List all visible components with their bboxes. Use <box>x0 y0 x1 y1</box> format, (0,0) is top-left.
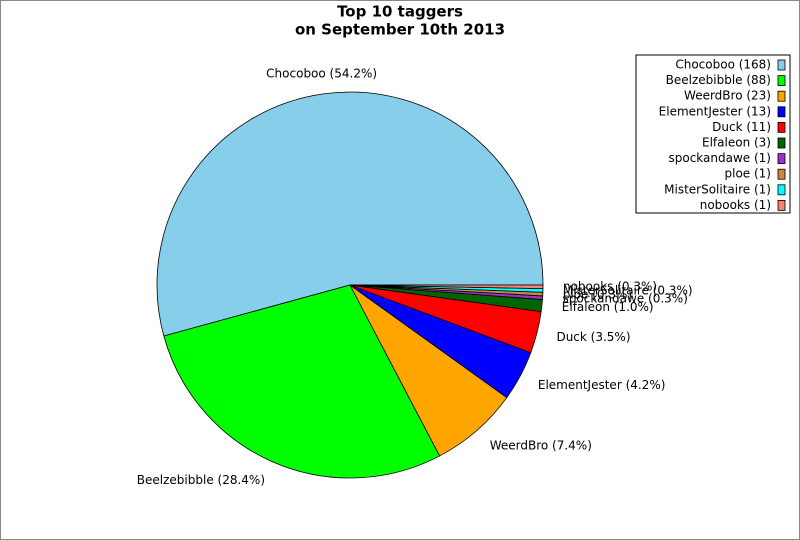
legend-label: Chocoboo (168) <box>675 58 771 72</box>
legend-swatch <box>777 122 786 133</box>
legend-swatch <box>777 90 786 102</box>
slice-label: ploe (0.3%) <box>563 288 632 302</box>
legend-label: Duck (11) <box>712 120 771 134</box>
legend-box <box>635 54 791 214</box>
legend-label: WeerdBro (23) <box>684 89 771 103</box>
pie-slice <box>349 284 544 290</box>
legend-label: spockandawe (1) <box>669 151 772 165</box>
legend-label: MisterSolitaire (1) <box>664 182 771 196</box>
legend-label: ElementJester (13) <box>659 104 771 118</box>
pie-slice <box>156 91 544 337</box>
legend-swatch <box>777 137 786 149</box>
legend-swatch <box>777 184 786 196</box>
legend-label: ploe (1) <box>725 167 772 181</box>
chart-subtitle: on September 10th 2013 <box>295 21 505 39</box>
legend-swatch <box>777 168 786 180</box>
slice-label: Beelzebibble (28.4%) <box>137 473 265 487</box>
legend-label: Elfaleon (3) <box>702 136 771 150</box>
legend-swatch <box>777 199 786 211</box>
slice-label: Elfaleon (1.0%) <box>562 300 654 314</box>
slice-label: MisterSolitaire (0.3%) <box>563 284 693 298</box>
legend-label: nobooks (1) <box>700 198 771 212</box>
chart-title: Top 10 taggers <box>337 3 463 21</box>
legend-swatch <box>777 106 786 118</box>
slice-label: nobooks (0.3%) <box>563 280 657 294</box>
slice-label: Chocoboo (54.2%) <box>266 66 377 80</box>
slice-label: WeerdBro (7.4%) <box>490 438 592 452</box>
slice-label: ElementJester (4.2%) <box>538 378 666 392</box>
legend-swatch <box>777 75 786 86</box>
slice-label: spockandawe (0.3%) <box>563 292 688 306</box>
legend-swatch <box>777 59 786 71</box>
pie-slice <box>163 284 441 479</box>
legend-label: Beelzebibble (88) <box>666 73 771 87</box>
slice-label: Duck (3.5%) <box>556 330 630 344</box>
legend-swatch <box>777 153 786 165</box>
